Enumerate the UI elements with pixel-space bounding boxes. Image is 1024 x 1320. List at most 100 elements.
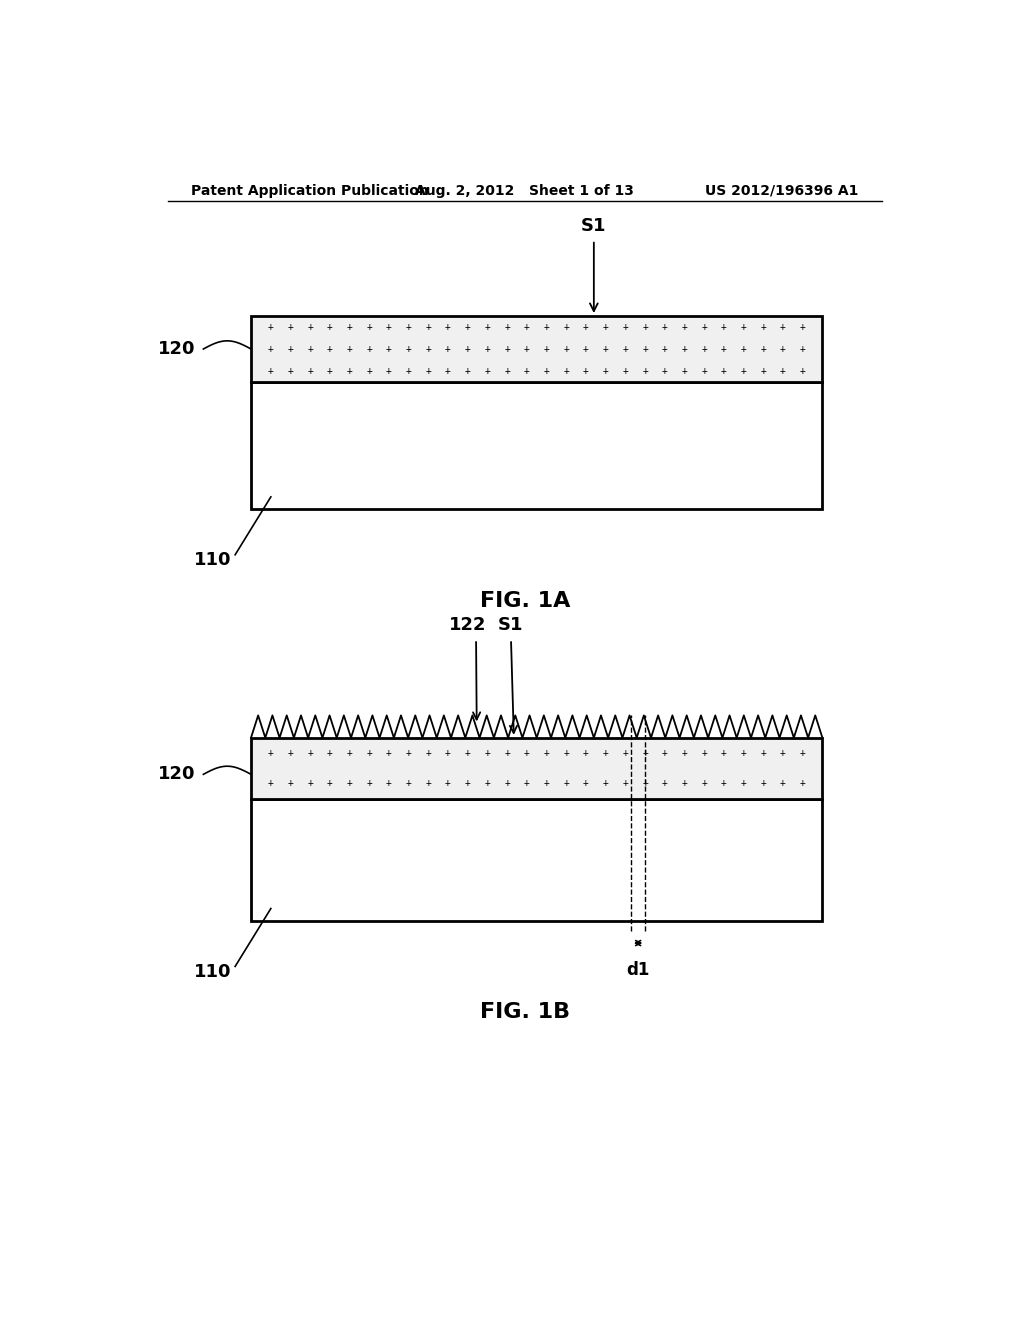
Text: +: +: [386, 366, 392, 376]
Text: US 2012/196396 A1: US 2012/196396 A1: [705, 183, 858, 198]
Text: +: +: [701, 779, 708, 788]
Text: +: +: [682, 322, 687, 331]
Text: +: +: [307, 345, 313, 354]
Text: +: +: [583, 366, 589, 376]
Text: +: +: [425, 322, 431, 331]
Text: +: +: [484, 322, 490, 331]
Text: 110: 110: [194, 550, 231, 569]
Text: +: +: [367, 322, 372, 331]
Text: +: +: [623, 366, 629, 376]
Text: +: +: [701, 322, 708, 331]
Text: +: +: [465, 322, 471, 331]
Text: +: +: [642, 366, 648, 376]
Text: +: +: [780, 779, 786, 788]
Text: +: +: [267, 366, 273, 376]
Text: +: +: [740, 366, 746, 376]
Text: +: +: [642, 322, 648, 331]
Text: +: +: [682, 779, 687, 788]
Text: +: +: [662, 779, 668, 788]
Text: +: +: [800, 322, 806, 331]
Text: +: +: [307, 779, 313, 788]
Text: +: +: [740, 322, 746, 331]
Text: +: +: [544, 748, 550, 758]
Bar: [251, 799, 822, 921]
Text: +: +: [761, 345, 766, 354]
Text: Aug. 2, 2012   Sheet 1 of 13: Aug. 2, 2012 Sheet 1 of 13: [416, 183, 634, 198]
Text: +: +: [484, 366, 490, 376]
Text: +: +: [367, 366, 372, 376]
Text: +: +: [504, 345, 510, 354]
Text: +: +: [504, 748, 510, 758]
Text: +: +: [327, 345, 333, 354]
Text: +: +: [603, 366, 608, 376]
Text: +: +: [327, 748, 333, 758]
Text: +: +: [484, 748, 490, 758]
Text: +: +: [583, 322, 589, 331]
Text: +: +: [524, 748, 529, 758]
Text: +: +: [701, 345, 708, 354]
Text: +: +: [563, 748, 569, 758]
Text: +: +: [721, 322, 727, 331]
Text: +: +: [583, 748, 589, 758]
Text: +: +: [662, 748, 668, 758]
Text: +: +: [288, 779, 293, 788]
Text: Patent Application Publication: Patent Application Publication: [191, 183, 429, 198]
Text: +: +: [544, 345, 550, 354]
Text: +: +: [267, 345, 273, 354]
Text: +: +: [288, 345, 293, 354]
Text: +: +: [386, 748, 392, 758]
Text: +: +: [307, 748, 313, 758]
Text: +: +: [406, 345, 412, 354]
Text: +: +: [623, 748, 629, 758]
Text: +: +: [603, 779, 608, 788]
Text: 120: 120: [158, 341, 196, 358]
Text: d1: d1: [627, 961, 650, 979]
Text: +: +: [406, 748, 412, 758]
Text: +: +: [721, 345, 727, 354]
Text: +: +: [445, 366, 451, 376]
Text: +: +: [740, 748, 746, 758]
Text: +: +: [367, 345, 372, 354]
Text: +: +: [583, 345, 589, 354]
Text: +: +: [484, 779, 490, 788]
Text: +: +: [623, 345, 629, 354]
Text: S1: S1: [499, 616, 523, 634]
Text: +: +: [425, 748, 431, 758]
Text: +: +: [761, 779, 766, 788]
Text: +: +: [563, 322, 569, 331]
Text: +: +: [465, 779, 471, 788]
Text: 120: 120: [158, 766, 196, 783]
Text: +: +: [445, 345, 451, 354]
Text: +: +: [367, 748, 372, 758]
Text: +: +: [701, 748, 708, 758]
Text: +: +: [740, 345, 746, 354]
Text: +: +: [267, 748, 273, 758]
Text: +: +: [346, 322, 352, 331]
Text: +: +: [800, 366, 806, 376]
Text: +: +: [563, 366, 569, 376]
Text: +: +: [583, 779, 589, 788]
Text: +: +: [761, 748, 766, 758]
Text: +: +: [406, 779, 412, 788]
Text: +: +: [721, 779, 727, 788]
Text: +: +: [465, 345, 471, 354]
Text: +: +: [642, 345, 648, 354]
Text: +: +: [267, 779, 273, 788]
Text: 122: 122: [450, 616, 486, 634]
Text: +: +: [327, 779, 333, 788]
Text: +: +: [662, 366, 668, 376]
Text: +: +: [563, 345, 569, 354]
Text: +: +: [406, 322, 412, 331]
Text: +: +: [307, 366, 313, 376]
Text: +: +: [721, 748, 727, 758]
Text: +: +: [406, 366, 412, 376]
Text: +: +: [603, 322, 608, 331]
Text: 110: 110: [194, 962, 231, 981]
Text: +: +: [445, 322, 451, 331]
Text: +: +: [386, 345, 392, 354]
Text: +: +: [780, 366, 786, 376]
Text: +: +: [603, 748, 608, 758]
Text: +: +: [524, 779, 529, 788]
Text: +: +: [623, 779, 629, 788]
Text: +: +: [504, 779, 510, 788]
